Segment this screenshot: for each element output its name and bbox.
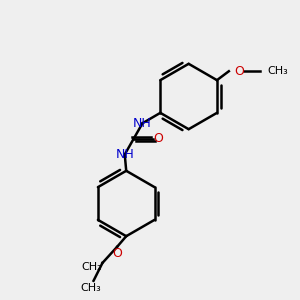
Text: NH: NH bbox=[133, 117, 152, 130]
Text: CH₃: CH₃ bbox=[80, 283, 101, 293]
Text: O: O bbox=[234, 65, 244, 78]
Text: CH₂: CH₂ bbox=[82, 262, 102, 272]
Text: O: O bbox=[112, 247, 122, 260]
Text: NH: NH bbox=[116, 148, 134, 161]
Text: O: O bbox=[153, 132, 163, 146]
Text: CH₃: CH₃ bbox=[268, 66, 288, 76]
